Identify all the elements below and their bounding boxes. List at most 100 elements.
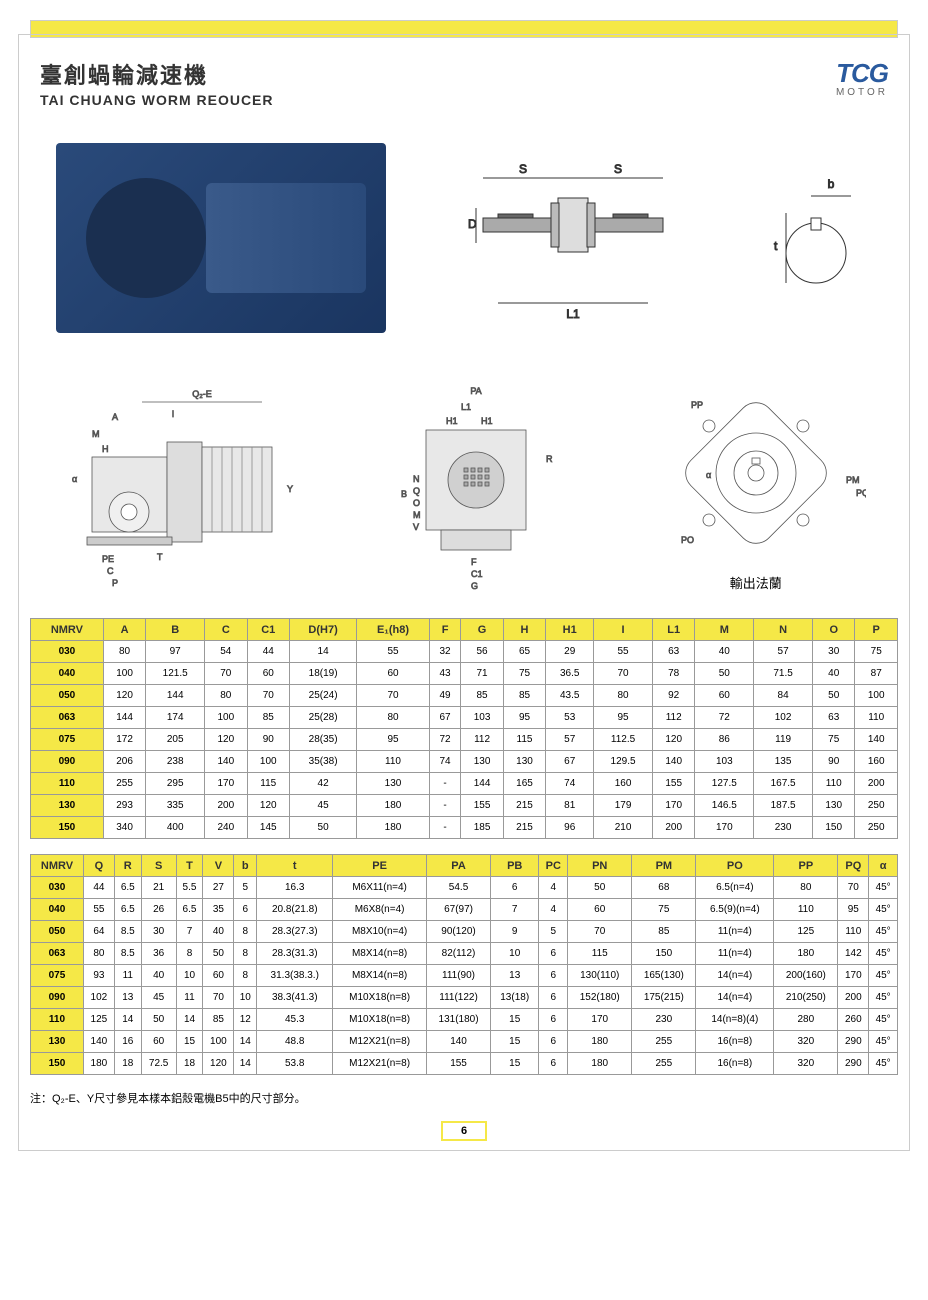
table-cell: 21 [141,877,176,899]
table-row: 11025529517011542130-14416574160155127.5… [31,773,898,795]
svg-text:Y: Y [287,484,293,494]
table-cell: 140 [205,751,247,773]
logo: TCG MOTOR [836,58,888,98]
table-cell: 45 [141,987,176,1009]
table-cell: 16(n=8) [696,1031,774,1053]
table-cell: 120 [103,685,145,707]
table-cell: 210(250) [774,987,838,1009]
table-cell: 18 [176,1053,203,1075]
table-cell: 6 [539,1031,568,1053]
table-cell: 215 [503,817,545,839]
table-cell: 110 [357,751,430,773]
table-cell: 130 [31,795,104,817]
table-cell: 8 [176,943,203,965]
table-cell: M8X14(n=8) [333,965,427,987]
title-en: TAI CHUANG WORM REOUCER [40,92,274,108]
table-cell: 112.5 [594,729,653,751]
table-cell: 6 [539,965,568,987]
page-number: 6 [441,1121,487,1141]
table-cell: 42 [289,773,356,795]
table-cell: 290 [838,1031,869,1053]
table-cell: 70 [203,987,234,1009]
table-cell: 48.8 [257,1031,333,1053]
svg-text:T: T [157,552,163,562]
table-cell: 185 [461,817,503,839]
table-cell: 205 [146,729,205,751]
table-cell: 090 [31,987,84,1009]
table-cell: 74 [546,773,594,795]
table-cell: 14 [289,641,356,663]
table-cell: 119 [754,729,813,751]
table-cell: 45° [869,921,898,943]
table-cell: 030 [31,877,84,899]
product-photo [56,143,386,333]
table-row: 0751722051209028(35)957211211557112.5120… [31,729,898,751]
col-header: PC [539,855,568,877]
front-view-diagram: PA L1 H1 H1 R B N Q O M V F C1 G [365,376,587,598]
table-cell: 12 [234,1009,257,1031]
table-cell: 110 [813,773,855,795]
table-cell: 180 [568,1031,632,1053]
table-cell: 130 [31,1031,84,1053]
table-cell: 200 [205,795,247,817]
table-cell: 15 [491,1031,539,1053]
table-cell: 54 [205,641,247,663]
table-cell: 70 [594,663,653,685]
table-row: 1301401660151001448.8M12X21(n=8)14015618… [31,1031,898,1053]
table-cell: 85 [503,685,545,707]
svg-text:L1: L1 [461,402,471,412]
table-cell: 60 [568,899,632,921]
table-cell: 87 [855,663,898,685]
table-cell: 72 [429,729,461,751]
col-header: R [114,855,141,877]
table-cell: 80 [357,707,430,729]
table-cell: 10 [234,987,257,1009]
table-cell: 140 [426,1031,490,1053]
table-cell: 180 [774,943,838,965]
table-cell: 100 [205,707,247,729]
table-cell: 67 [429,707,461,729]
table-cell: 206 [103,751,145,773]
table-cell: 28(35) [289,729,356,751]
table-cell: 5.5 [176,877,203,899]
table-cell: 100 [247,751,289,773]
col-header: PQ [838,855,869,877]
table-cell: 120 [205,729,247,751]
table-cell: 172 [103,729,145,751]
svg-text:i: i [172,409,174,419]
table-cell: 50 [203,943,234,965]
table-cell: 180 [568,1053,632,1075]
table-cell: 45° [869,943,898,965]
svg-text:Q: Q [413,486,420,496]
footnote: 注：Q₂-E、Y尺寸參見本樣本鋁殼電機B5中的尺寸部分。 [30,1090,898,1106]
table-cell: M12X21(n=8) [333,1053,427,1075]
table-cell: 72.5 [141,1053,176,1075]
table-cell: 150 [813,817,855,839]
title-block: 臺創蝸輪減速機 TAI CHUANG WORM REOUCER [40,58,274,108]
table-cell: 85 [461,685,503,707]
table-cell: 50 [289,817,356,839]
table-cell: 140 [83,1031,114,1053]
table-cell: 36 [141,943,176,965]
table-cell: 150 [632,943,696,965]
svg-text:PE: PE [102,554,114,564]
col-header: D(H7) [289,619,356,641]
table-cell: 6.5 [114,877,141,899]
table-cell: M10X18(n=8) [333,987,427,1009]
table-cell: 130(110) [568,965,632,987]
table-cell: 170 [695,817,754,839]
col-header: b [234,855,257,877]
col-header: C1 [247,619,289,641]
table-cell: 125 [774,921,838,943]
table-cell: 13 [491,965,539,987]
table-cell: 155 [461,795,503,817]
svg-text:b: b [828,177,835,191]
col-header: H1 [546,619,594,641]
svg-text:H: H [102,444,109,454]
table-cell: 97 [146,641,205,663]
table-cell: 28.3(27.3) [257,921,333,943]
table-cell: 110 [31,1009,84,1031]
table-cell: 120 [247,795,289,817]
table-row: 050120144807025(24)7049858543.5809260845… [31,685,898,707]
table-cell: 43 [429,663,461,685]
